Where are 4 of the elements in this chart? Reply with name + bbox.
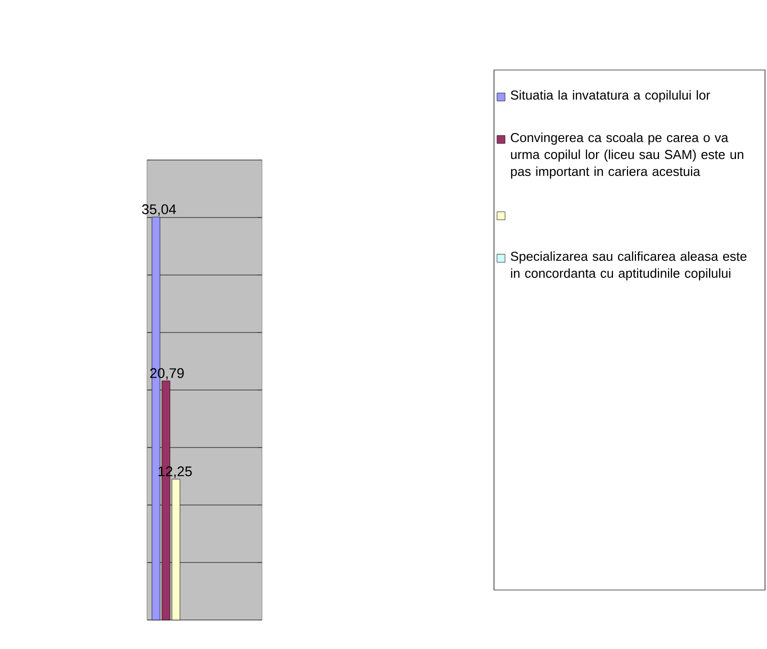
legend-label: Convingerea ca scoala pe carea o va urma copilul lor (liceu sau SAM) este un pas important in cariera acestuia (510, 132, 744, 179)
legend-label: Specializarea sau calificarea aleasa este in concordanta cu aptitudinile copilului (510, 251, 746, 280)
data-label: 35,04 (142, 204, 176, 216)
legend-label: Situatia la invatatura a copilului lor (510, 90, 710, 102)
